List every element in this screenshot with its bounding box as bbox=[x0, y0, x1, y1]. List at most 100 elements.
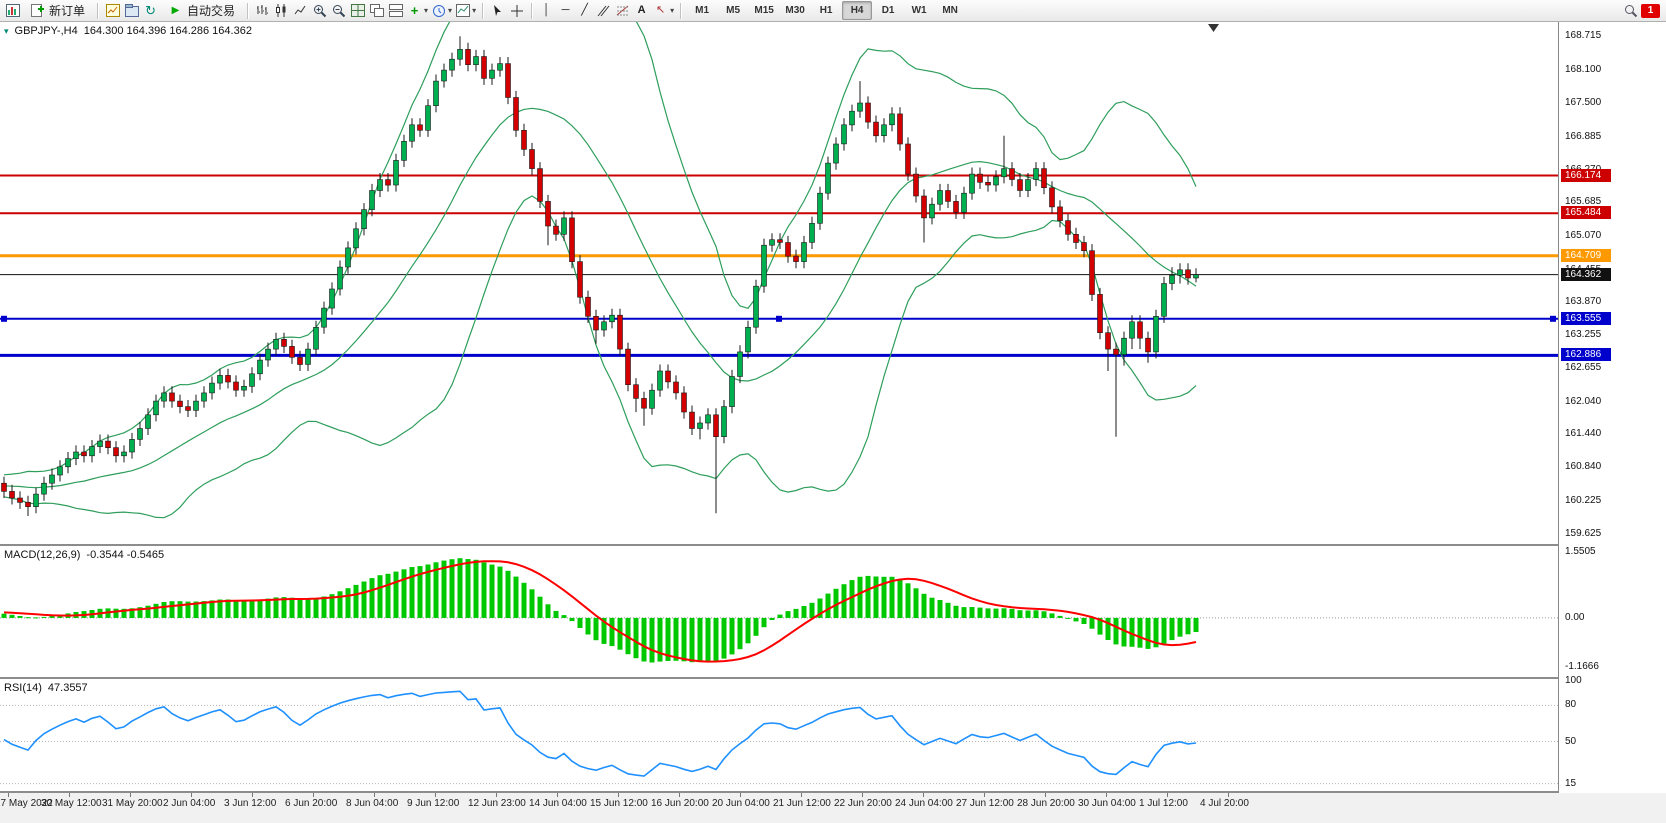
notification-badge[interactable]: 1 bbox=[1641, 3, 1660, 18]
time-tick-label: 31 May 20:00 bbox=[102, 798, 163, 809]
price-tag: 164.362 bbox=[1561, 267, 1611, 281]
price-tick: 160.225 bbox=[1565, 494, 1602, 506]
time-tick-label: 24 Jun 04:00 bbox=[895, 798, 953, 809]
timeframe-button-m15[interactable]: M15 bbox=[754, 5, 774, 16]
auto-trading-play-icon: ▶ bbox=[171, 4, 180, 16]
time-tick-mark bbox=[496, 793, 497, 797]
time-tick-label: 27 Jun 12:00 bbox=[956, 798, 1014, 809]
time-tick-label: 8 Jun 04:00 bbox=[346, 798, 399, 809]
vertical-line-tool-icon[interactable]: │ bbox=[543, 4, 551, 16]
price-tag: 166.174 bbox=[1561, 168, 1611, 182]
price-tag: 164.709 bbox=[1561, 248, 1611, 262]
timeframe-button-m5[interactable]: M5 bbox=[726, 5, 741, 16]
price-tick: 162.040 bbox=[1565, 395, 1602, 407]
macd-tick: 1.5505 bbox=[1565, 546, 1596, 558]
bollinger-middle-band bbox=[3, 107, 1197, 489]
crosshair-icon[interactable] bbox=[508, 3, 525, 19]
auto-trading-button[interactable]: ▶ 自动交易 bbox=[161, 0, 241, 21]
timeframe-button-w1[interactable]: W1 bbox=[911, 5, 927, 16]
time-tick-label: 4 Jul 20:00 bbox=[1200, 798, 1249, 809]
time-tick-mark bbox=[191, 793, 192, 797]
arrows-tool-icon[interactable]: ↖ bbox=[655, 4, 666, 16]
time-tick-mark bbox=[435, 793, 436, 797]
cursor-icon[interactable] bbox=[489, 3, 506, 19]
profiles-icon[interactable] bbox=[123, 3, 140, 19]
horizontal-line-tool-icon[interactable]: ─ bbox=[561, 4, 570, 16]
price-tick: 161.440 bbox=[1565, 428, 1602, 440]
price-tick: 165.685 bbox=[1565, 196, 1602, 208]
time-tick-mark bbox=[1106, 793, 1107, 797]
templates-caret-icon[interactable]: ▾ bbox=[472, 6, 477, 15]
time-axis[interactable]: 27 May 2022 30 May 12:00 31 May 20:00 2 Jun… bbox=[0, 793, 1666, 823]
price-tick: 160.840 bbox=[1565, 461, 1602, 473]
price-tick: 159.625 bbox=[1565, 527, 1602, 539]
symbol-collapse-icon[interactable]: ▾ bbox=[4, 25, 9, 36]
timeframe-button-d1[interactable]: D1 bbox=[881, 5, 895, 16]
chart-shift-marker bbox=[1208, 24, 1219, 32]
rsi-panel[interactable]: RSI(14) 47.3557 bbox=[0, 679, 1558, 792]
price-tick: 163.255 bbox=[1565, 329, 1602, 341]
auto-trading-label: 自动交易 bbox=[187, 4, 236, 18]
time-tick-mark bbox=[69, 793, 70, 797]
rsi-tick: 100 bbox=[1565, 675, 1582, 687]
time-tick-mark bbox=[252, 793, 253, 797]
indicators-add-icon[interactable]: + bbox=[410, 3, 419, 18]
time-tick-mark bbox=[374, 793, 375, 797]
ohlc-values-label: 164.300 164.396 164.286 164.362 bbox=[83, 25, 252, 37]
timeframe-button-h1[interactable]: H1 bbox=[819, 5, 833, 16]
price-tick: 168.715 bbox=[1565, 30, 1602, 42]
time-tick-mark bbox=[679, 793, 680, 797]
refresh-icon[interactable]: ↻ bbox=[145, 3, 156, 18]
time-tick-label: 12 Jun 23:00 bbox=[468, 798, 526, 809]
timeframe-button-mn[interactable]: MN bbox=[942, 5, 958, 16]
time-tick-label: 14 Jun 04:00 bbox=[529, 798, 587, 809]
arrows-caret-icon[interactable]: ▾ bbox=[670, 6, 675, 15]
time-tick-label: 9 Jun 12:00 bbox=[407, 798, 460, 809]
price-tick: 165.070 bbox=[1565, 229, 1602, 241]
indicators-caret-icon[interactable]: ▾ bbox=[424, 6, 429, 15]
time-tick-label: 16 Jun 20:00 bbox=[651, 798, 709, 809]
new-order-button[interactable]: 新订单 bbox=[23, 0, 91, 21]
time-tick-mark bbox=[130, 793, 131, 797]
line-chart-type-icon[interactable] bbox=[292, 3, 309, 19]
hline-handle bbox=[776, 315, 782, 322]
toolbar: 新订单 ↻ ▶ 自动交易 bbox=[0, 0, 1666, 22]
hline-handle bbox=[1550, 315, 1556, 322]
macd-canvas[interactable] bbox=[0, 546, 1558, 678]
periods-clock-icon[interactable] bbox=[430, 3, 447, 19]
periods-caret-icon[interactable]: ▾ bbox=[448, 6, 453, 15]
price-axis[interactable]: 168.715168.100167.500166.885166.270165.6… bbox=[1558, 22, 1666, 793]
arrange-windows-icon[interactable] bbox=[387, 3, 404, 19]
macd-label: MACD(12,26,9) bbox=[4, 549, 81, 561]
timeframe-button-m30[interactable]: M30 bbox=[785, 5, 805, 16]
price-tick: 166.885 bbox=[1565, 130, 1602, 142]
candlestick-chart-type-icon[interactable] bbox=[273, 3, 290, 19]
main-chart-panel[interactable]: ▾ GBPJPY-,H4 164.300 164.396 164.286 164… bbox=[0, 22, 1558, 545]
search-icon[interactable] bbox=[1622, 3, 1639, 19]
rsi-label: RSI(14) bbox=[4, 682, 42, 694]
rsi-canvas[interactable] bbox=[0, 679, 1558, 792]
time-tick-label: 30 Jun 04:00 bbox=[1078, 798, 1136, 809]
new-order-label: 新订单 bbox=[49, 4, 86, 18]
fibonacci-tool-icon[interactable] bbox=[614, 3, 631, 19]
new-chart-icon[interactable] bbox=[104, 3, 121, 19]
panel-separator[interactable] bbox=[0, 677, 1666, 680]
timeframe-button-m1[interactable]: M1 bbox=[695, 5, 710, 16]
bar-chart-type-icon[interactable] bbox=[254, 3, 271, 19]
time-tick-label: 20 Jun 04:00 bbox=[712, 798, 770, 809]
macd-panel[interactable]: MACD(12,26,9) -0.3544 -0.5465 bbox=[0, 546, 1558, 678]
tile-windows-icon[interactable] bbox=[349, 3, 366, 19]
price-chart-canvas[interactable] bbox=[0, 22, 1558, 545]
macd-tick: -1.1666 bbox=[1565, 661, 1599, 673]
text-tool-icon[interactable]: A bbox=[637, 4, 646, 16]
panel-separator[interactable] bbox=[0, 544, 1666, 547]
timeframe-button-h4[interactable]: H4 bbox=[842, 1, 873, 20]
zoom-out-icon[interactable] bbox=[330, 3, 347, 19]
zoom-in-icon[interactable] bbox=[311, 3, 328, 19]
channel-tool-icon[interactable] bbox=[595, 3, 612, 19]
cascade-windows-icon[interactable] bbox=[368, 3, 385, 19]
templates-icon[interactable] bbox=[454, 3, 471, 19]
trendline-tool-icon[interactable]: ╱ bbox=[581, 4, 588, 16]
rsi-line bbox=[3, 690, 1197, 777]
